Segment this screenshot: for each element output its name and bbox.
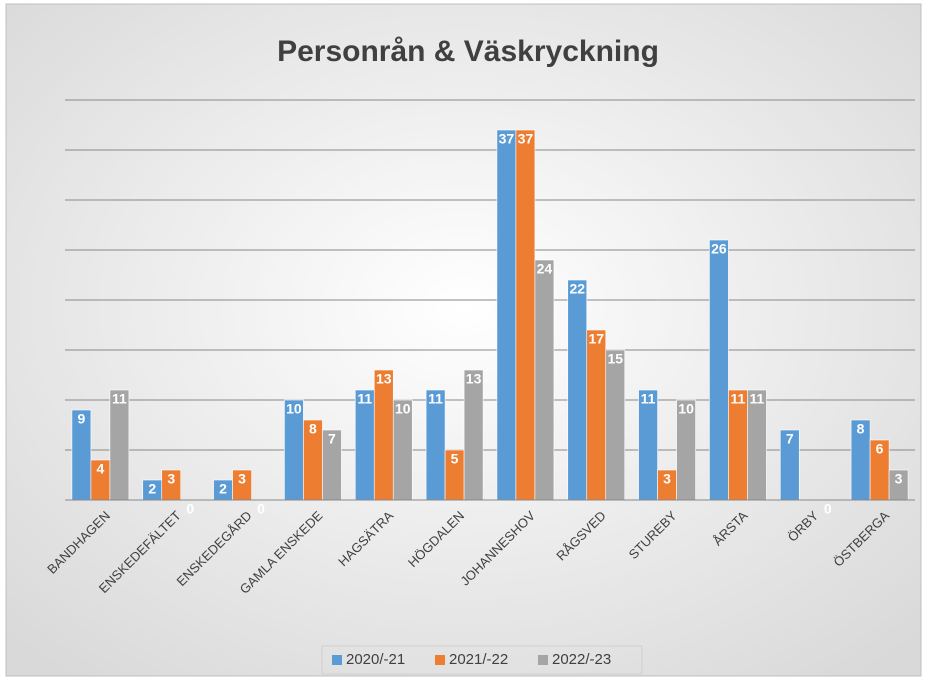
data-label: 15 <box>607 351 623 367</box>
data-label: 11 <box>750 391 765 407</box>
data-label: 9 <box>78 411 86 427</box>
data-label: 6 <box>876 441 884 457</box>
data-label: 10 <box>286 401 302 417</box>
data-label: 8 <box>857 421 865 437</box>
data-label: 11 <box>731 391 746 407</box>
data-label: 0 <box>824 501 832 517</box>
legend-swatch <box>435 655 445 665</box>
data-label: 3 <box>663 471 671 487</box>
bar <box>373 369 394 501</box>
data-label: 8 <box>309 421 317 437</box>
bar <box>567 279 588 501</box>
chart-title: Personrån & Väskryckning <box>277 35 659 68</box>
data-label: 13 <box>466 371 482 387</box>
data-label: 0 <box>186 501 194 517</box>
legend-box <box>321 645 643 675</box>
data-label: 5 <box>451 451 459 467</box>
data-label: 24 <box>537 261 553 277</box>
data-label: 11 <box>357 391 372 407</box>
data-label: 17 <box>588 331 604 347</box>
legend-swatch <box>538 655 548 665</box>
data-label: 3 <box>895 471 903 487</box>
bar <box>463 369 484 501</box>
chart-background <box>5 3 922 677</box>
data-label: 13 <box>376 371 392 387</box>
legend-label: 2020/-21 <box>346 651 405 668</box>
bar <box>586 329 607 501</box>
data-label: 37 <box>518 131 534 147</box>
data-label: 11 <box>428 391 443 407</box>
data-label: 37 <box>499 131 515 147</box>
bar <box>605 349 626 501</box>
bar <box>709 239 729 501</box>
bar <box>496 129 517 501</box>
data-label: 22 <box>569 281 585 297</box>
data-label: 10 <box>678 401 694 417</box>
data-label: 26 <box>711 241 727 257</box>
bar <box>515 129 536 501</box>
data-label: 7 <box>786 431 794 447</box>
bar <box>534 259 555 501</box>
data-label: 11 <box>641 391 656 407</box>
data-label: 3 <box>238 471 246 487</box>
data-label: 0 <box>257 501 265 517</box>
data-label: 11 <box>112 391 127 407</box>
data-label: 3 <box>167 471 175 487</box>
legend-label: 2022/-23 <box>552 651 611 668</box>
legend-swatch <box>332 655 342 665</box>
data-label: 4 <box>97 461 105 477</box>
legend-label: 2021/-22 <box>449 651 508 668</box>
data-label: 7 <box>328 431 336 447</box>
data-label: 2 <box>148 481 156 497</box>
data-label: 10 <box>395 401 411 417</box>
data-label: 2 <box>219 481 227 497</box>
